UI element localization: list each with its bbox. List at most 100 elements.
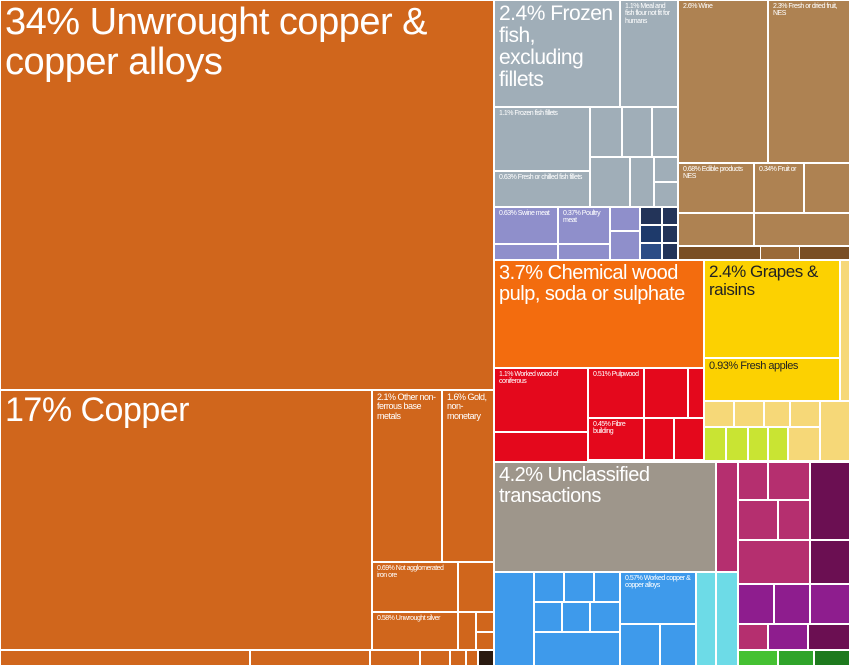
treemap-tile-minor: [810, 462, 850, 540]
treemap-tile-minor: [716, 572, 738, 666]
treemap-label-worked-copper: 0.57% Worked copper & copper alloys: [625, 575, 691, 590]
treemap-tile-minor: [790, 401, 820, 427]
treemap-label-fresh-fruit: 2.3% Fresh or dried fruit, NES: [773, 3, 838, 18]
treemap-tile-minor: [768, 462, 810, 500]
treemap-tile-minor: [644, 368, 688, 418]
treemap-tile-fresh-apples: 0.93% Fresh apples: [704, 358, 840, 401]
treemap-tile-minor: [810, 584, 850, 624]
treemap-label-poultry-meat: 0.37% Poultry meat: [563, 210, 601, 225]
treemap-tile-minor: [640, 243, 662, 260]
treemap-tile-frozen-fish: 2.4% Frozen fish, excluding fillets: [494, 0, 620, 107]
treemap-label-edible-products: 0.68% Edible products NES: [683, 166, 743, 181]
treemap-tile-minor: [678, 213, 754, 246]
treemap-tile-minor: [476, 632, 494, 650]
treemap-label-fibre-building: 0.45% Fibre building: [593, 421, 626, 436]
treemap-tile-minor: [754, 213, 850, 246]
treemap-tile-minor: [768, 624, 808, 650]
treemap-tile-worked-wood: 1.1% Worked wood of coniferous: [494, 368, 588, 432]
treemap-tile-minor: [760, 246, 800, 260]
treemap-label-copper: 17% Copper: [5, 391, 190, 429]
treemap-tile-minor: [562, 602, 590, 632]
treemap-tile-other-non-ferrous: 2.1% Other non-ferrous base metals: [372, 390, 442, 562]
treemap-tile-minor: [466, 650, 478, 666]
treemap-tile-grapes: 2.4% Grapes & raisins: [704, 260, 840, 358]
treemap-label-pulpwood: 0.51% Pulpwood: [593, 371, 639, 378]
treemap-tile-wine: 2.6% Wine: [678, 0, 768, 163]
treemap-tile-minor: [688, 368, 704, 418]
treemap-tile-minor: [738, 624, 768, 650]
treemap-tile-copper: 17% Copper: [0, 390, 372, 650]
treemap-tile-minor: [738, 500, 778, 540]
treemap-tile-minor: [458, 612, 476, 650]
treemap-tile-minor: [734, 401, 764, 427]
treemap-tile-minor: [748, 427, 768, 461]
treemap-label-gold: 1.6% Gold, non-monetary: [447, 392, 487, 421]
treemap-tile-minor: [738, 584, 774, 624]
treemap-tile-minor: [814, 650, 850, 666]
treemap-tile-minor: [738, 540, 810, 584]
treemap-tile-minor: [564, 572, 594, 602]
treemap-tile-minor: [778, 650, 814, 666]
treemap-tile-minor: [590, 107, 622, 157]
treemap-tile-minor: [660, 624, 696, 666]
treemap-label-worked-wood: 1.1% Worked wood of coniferous: [499, 371, 558, 386]
treemap-tile-minor: [640, 207, 662, 225]
treemap-tile-minor: [654, 157, 678, 182]
treemap-label-swine-meat: 0.63% Swine meat: [499, 210, 550, 217]
treemap-tile-unclassified: 4.2% Unclassified transactions: [494, 462, 716, 572]
treemap-tile-fish-meal: 1.1% Meal and fish flour not fit for hum…: [620, 0, 678, 107]
treemap-tile-fibre-building: 0.45% Fibre building: [588, 418, 644, 460]
treemap-tile-minor: [674, 418, 704, 460]
treemap-tile-minor: [558, 244, 610, 260]
treemap-label-unwrought-copper: 34% Unwrought copper & copper alloys: [5, 1, 428, 83]
treemap-tile-minor: [476, 612, 494, 632]
treemap-tile-minor: [704, 427, 726, 461]
treemap-tile-minor: [630, 157, 654, 207]
treemap-tile-minor: [494, 244, 558, 260]
treemap-label-fish-meal: 1.1% Meal and fish flour not fit for hum…: [625, 3, 670, 25]
treemap-tile-fresh-fruit: 2.3% Fresh or dried fruit, NES: [768, 0, 850, 163]
treemap-tile-minor: [704, 401, 734, 427]
treemap-label-fruit-or: 0.34% Fruit or: [759, 166, 796, 173]
treemap-tile-minor: [458, 562, 494, 612]
treemap-tile-minor: [804, 163, 850, 213]
treemap-tile-minor: [738, 462, 768, 500]
treemap-tile-worked-copper: 0.57% Worked copper & copper alloys: [620, 572, 696, 624]
treemap-tile-minor: [610, 207, 640, 231]
treemap-tile-pulpwood: 0.51% Pulpwood: [588, 368, 644, 418]
treemap-tile-minor: [622, 107, 652, 157]
treemap-tile-fresh-fillets: 0.63% Fresh or chilled fish fillets: [494, 171, 590, 207]
treemap-label-unclassified: 4.2% Unclassified transactions: [499, 464, 650, 507]
treemap-tile-minor: [420, 650, 450, 666]
treemap-label-other-non-ferrous: 2.1% Other non-ferrous base metals: [377, 392, 436, 421]
treemap-tile-minor: [788, 427, 820, 461]
treemap-tile-minor: [810, 540, 850, 584]
treemap-label-silver: 0.58% Unwrought silver: [377, 615, 440, 622]
treemap-tile-minor: [588, 460, 704, 462]
treemap-label-fresh-fillets: 0.63% Fresh or chilled fish fillets: [499, 174, 582, 181]
treemap-tile-minor: [696, 572, 716, 666]
treemap-label-iron-ore: 0.69% Not agglomerated iron ore: [377, 565, 444, 580]
treemap-tile-minor: [662, 243, 678, 260]
treemap-tile-minor: [774, 584, 810, 624]
treemap-tile-minor: [662, 225, 678, 243]
treemap-tile-minor: [534, 572, 564, 602]
treemap-tile-minor: [738, 650, 778, 666]
treemap-tile-minor: [652, 107, 678, 157]
treemap-tile-unwrought-copper: 34% Unwrought copper & copper alloys: [0, 0, 494, 390]
treemap-tile-minor: [494, 432, 588, 462]
treemap-tile-minor: [590, 157, 630, 207]
treemap-tile-minor: [764, 401, 790, 427]
treemap-tile-minor: [768, 427, 788, 461]
treemap-tile-swine-meat: 0.63% Swine meat: [494, 207, 558, 244]
treemap-tile-poultry-meat: 0.37% Poultry meat: [558, 207, 610, 244]
treemap-tile-minor: [620, 624, 660, 666]
treemap-tile-minor: [778, 500, 810, 540]
treemap-label-frozen-fillets: 1.1% Frozen fish fillets: [499, 110, 558, 117]
treemap-tile-wood-pulp: 3.7% Chemical wood pulp, soda or sulphat…: [494, 260, 704, 368]
treemap-tile-frozen-fillets: 1.1% Frozen fish fillets: [494, 107, 590, 171]
treemap-tile-minor: [534, 632, 620, 666]
treemap-label-wine: 2.6% Wine: [683, 3, 713, 10]
treemap-tile-gold: 1.6% Gold, non-monetary: [442, 390, 494, 562]
